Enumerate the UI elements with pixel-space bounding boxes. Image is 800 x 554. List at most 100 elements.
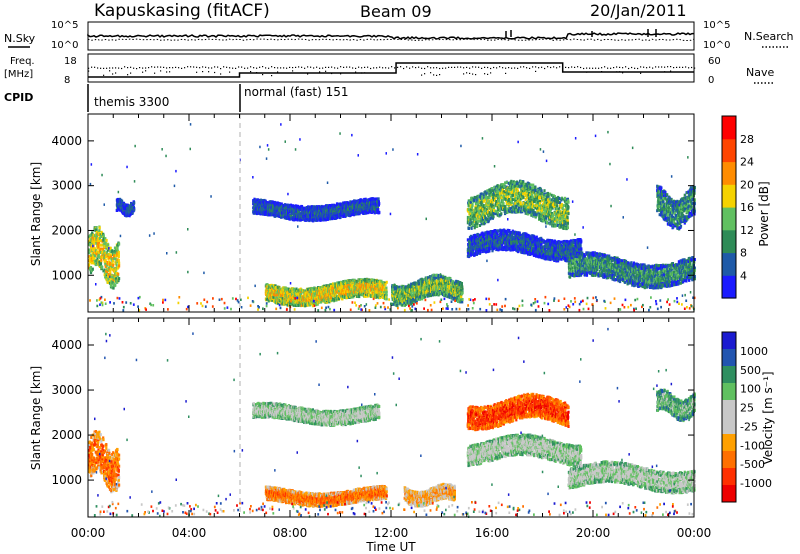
nave-point (166, 67, 168, 69)
power-cell (316, 213, 319, 217)
power-cell (347, 208, 350, 212)
freq-tick-bottom: 8 (64, 75, 70, 86)
power-cell (377, 197, 380, 201)
power-cell (92, 241, 95, 245)
power-cell (303, 296, 306, 299)
nave-point (103, 74, 105, 76)
power-cell (118, 277, 121, 281)
nave-point (412, 66, 414, 68)
nave-point (184, 67, 186, 69)
nave-point (580, 66, 582, 69)
nave-point (367, 66, 369, 68)
power-cell (113, 268, 116, 272)
nave-point (148, 67, 150, 69)
power-cell (359, 281, 362, 285)
power-cell (113, 254, 116, 258)
nave-point (493, 66, 495, 69)
nave-point (619, 66, 621, 68)
power-cell (270, 208, 273, 212)
nave-point (175, 66, 177, 68)
nave-point (388, 67, 390, 69)
nave-point (244, 67, 246, 69)
power-cell (336, 281, 339, 285)
nave-point (613, 67, 615, 69)
power-cell (344, 279, 347, 283)
nave-point (193, 66, 195, 68)
power-cell (101, 251, 104, 255)
power-cell (89, 271, 93, 275)
power-cell (276, 287, 279, 291)
power-cell (264, 211, 267, 215)
nave-point (538, 67, 540, 69)
nave-point (343, 66, 345, 68)
power-cell (90, 243, 93, 247)
nave-point (418, 66, 420, 68)
nave-point (217, 66, 219, 68)
nave-point (586, 71, 588, 73)
power-cell (103, 260, 107, 264)
nave-point (589, 67, 591, 69)
power-cell (95, 240, 98, 244)
power-cell (98, 241, 101, 245)
power-cell (102, 238, 105, 242)
power-cell (281, 295, 284, 299)
nave-point (196, 71, 198, 73)
power-cell (117, 255, 120, 258)
nave-point (460, 66, 462, 68)
power-cell (95, 230, 98, 234)
power-cell (89, 268, 92, 272)
nave-point (286, 67, 288, 69)
nave-point (298, 66, 300, 68)
power-cell (295, 287, 298, 291)
nsearch-trace (87, 38, 695, 42)
power-cell (106, 270, 109, 273)
nsky-label: N.Sky (4, 32, 36, 45)
power-cell (293, 217, 296, 221)
nave-point (88, 67, 90, 69)
power-cell (354, 292, 357, 296)
power-cell (296, 218, 299, 222)
nave-point (547, 66, 549, 68)
power-cell (99, 239, 103, 243)
nave-point (445, 67, 447, 69)
power-cell (266, 283, 269, 287)
power-cell (336, 203, 339, 206)
power-cell (103, 245, 106, 249)
power-cell (331, 295, 334, 299)
power-cell (319, 286, 322, 289)
power-cell (337, 205, 340, 208)
nave-point (475, 74, 477, 76)
power-cell (99, 247, 102, 251)
cpid-label: CPID (4, 91, 33, 104)
nave-point (346, 66, 348, 68)
power-cell (401, 303, 404, 307)
power-cell (331, 208, 334, 212)
power-cell (123, 207, 126, 211)
nave-point (169, 67, 171, 69)
nave-point (595, 67, 597, 69)
power-cell (108, 263, 112, 267)
nave-point (127, 67, 129, 69)
power-cell (109, 246, 112, 250)
power-cell (106, 248, 109, 252)
nave-point (268, 67, 270, 69)
power-cell (96, 250, 99, 254)
nave-point (469, 67, 471, 69)
power-cell (305, 303, 308, 307)
nave-point (400, 66, 402, 68)
nave-point (196, 66, 198, 68)
power-cell (343, 290, 346, 294)
power-cell (333, 298, 336, 302)
power-cell (374, 208, 377, 212)
nave-point (526, 67, 528, 69)
nave-point (352, 67, 354, 69)
nave-point (508, 67, 510, 69)
power-cell (93, 261, 96, 265)
power-cell (349, 283, 352, 287)
power-cell (339, 215, 342, 219)
nave-point (487, 66, 489, 69)
power-cell (254, 203, 257, 207)
power-cell (295, 296, 298, 300)
nave-point (409, 67, 411, 69)
nave-point (334, 67, 336, 69)
